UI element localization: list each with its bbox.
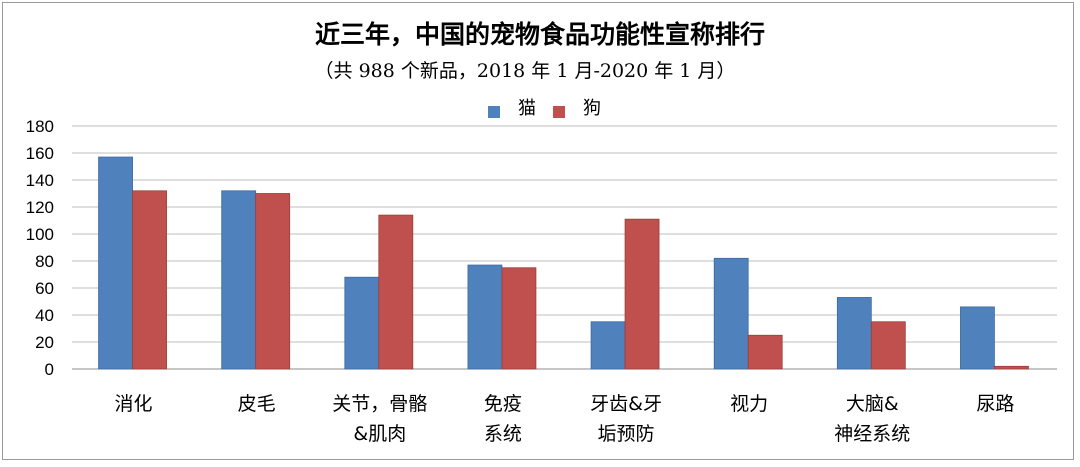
bar-狗-6 [870, 321, 906, 370]
bar-狗-1 [255, 193, 291, 370]
y-tick-label: 20 [35, 333, 54, 352]
bar-猫-1 [221, 190, 257, 370]
bar-狗-5 [747, 334, 783, 370]
chart-subtitle: （共 988 个新品，2018 年 1 月-2020 年 1 月） [315, 60, 736, 82]
y-tick-label: 140 [26, 171, 54, 190]
x-category-label: 系统 [484, 423, 522, 445]
x-category-label: 免疫 [484, 393, 522, 415]
y-tick-label: 120 [26, 198, 54, 217]
legend-label: 猫 [518, 98, 536, 119]
y-axis-ticks: 0 20 40 60 80 100 120 140 160 180 [26, 117, 54, 379]
y-tick-label: 100 [26, 225, 54, 244]
legend-swatch [488, 106, 500, 118]
x-category-label: 皮毛 [238, 393, 276, 415]
chart-title: 近三年，中国的宠物食品功能性宣称排行 [315, 20, 765, 49]
bar-猫-2 [344, 276, 380, 370]
x-category-label: 垢预防 [598, 423, 655, 445]
bar-狗-2 [378, 214, 414, 370]
x-category-label: 关节，骨骼 [332, 393, 427, 415]
x-category-label: 大脑& [846, 393, 899, 415]
bar-猫-7 [960, 306, 995, 370]
x-category-label: 牙齿&牙 [590, 393, 662, 415]
gridlines [72, 125, 1057, 370]
bar-狗-3 [501, 267, 537, 370]
y-tick-label: 0 [45, 360, 54, 379]
x-category-label: 消化 [115, 393, 153, 415]
bar-猫-6 [836, 297, 872, 370]
bar-狗-0 [132, 190, 167, 370]
y-tick-label: 80 [35, 252, 54, 271]
chart-frame [2, 2, 1074, 460]
bar-猫-5 [713, 257, 749, 370]
bars [98, 156, 1029, 370]
y-tick-label: 60 [35, 279, 54, 298]
x-category-label: 神经系统 [834, 423, 910, 445]
bar-猫-4 [590, 321, 626, 370]
x-category-label: 视力 [730, 393, 768, 415]
y-tick-label: 180 [26, 117, 54, 136]
x-category-label: &肌肉 [353, 423, 406, 445]
bar-猫-0 [98, 156, 133, 370]
x-category-label: 尿路 [976, 393, 1014, 415]
bar-狗-4 [624, 218, 660, 370]
bar-猫-3 [467, 264, 503, 370]
y-tick-label: 160 [26, 144, 54, 163]
y-tick-label: 40 [35, 306, 54, 325]
legend: 猫狗 [488, 98, 601, 119]
legend-label: 狗 [583, 98, 601, 119]
bar-狗-7 [994, 365, 1029, 370]
legend-swatch [553, 106, 565, 118]
